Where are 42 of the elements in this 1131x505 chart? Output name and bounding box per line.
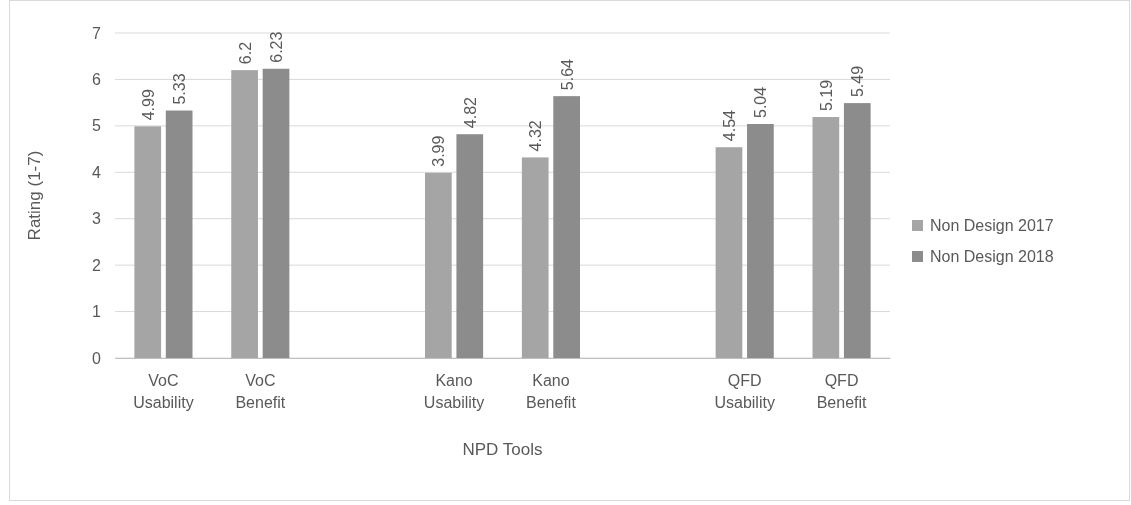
data-label: 5.19 <box>817 79 835 112</box>
data-label: 3.99 <box>430 135 448 167</box>
y-tick-label: 5 <box>92 117 102 135</box>
x-tick-label: Kano Benefit <box>526 372 577 411</box>
y-tick-label: 1 <box>92 303 102 321</box>
bar <box>747 124 774 358</box>
bar <box>715 147 743 358</box>
bar <box>843 103 871 358</box>
x-tick-label: QFD Usability <box>714 372 775 411</box>
y-tick-label: 0 <box>92 349 102 367</box>
data-label: 4.99 <box>139 89 157 121</box>
bar <box>231 70 258 358</box>
y-tick-label: 3 <box>92 210 102 228</box>
bar <box>812 117 840 358</box>
data-label: 5.49 <box>849 65 867 98</box>
bar <box>134 126 162 358</box>
data-label: 5.64 <box>558 58 576 91</box>
x-tick-label: QFD Benefit <box>816 372 868 411</box>
y-tick-label: 7 <box>92 24 102 42</box>
data-label: 4.32 <box>527 120 545 152</box>
data-label: 6.2 <box>236 41 254 65</box>
x-tick-label: Kano Usability <box>423 372 485 411</box>
bar <box>425 172 452 358</box>
data-label: 5.04 <box>752 86 770 118</box>
y-tick-label: 6 <box>92 71 102 89</box>
x-tick-label: VoC Usability <box>133 372 194 411</box>
bar <box>553 96 580 358</box>
legend-label: Non Design 2018 <box>930 248 1054 265</box>
y-tick-label: 2 <box>92 256 102 274</box>
data-label: 4.54 <box>720 109 738 142</box>
data-label: 6.23 <box>268 31 286 63</box>
data-label: 4.82 <box>461 96 479 129</box>
y-tick-label: 4 <box>92 163 102 181</box>
x-tick-label: VoC Benefit <box>235 372 286 411</box>
legend-label: Non Design 2017 <box>930 217 1054 234</box>
bar <box>456 134 484 358</box>
bar <box>262 68 290 358</box>
y-axis-title: Rating (1-7) <box>25 150 44 241</box>
bar <box>521 157 549 358</box>
x-axis-title: NPD Tools <box>462 440 543 459</box>
bar <box>165 110 193 358</box>
data-label: 5.33 <box>171 73 189 105</box>
